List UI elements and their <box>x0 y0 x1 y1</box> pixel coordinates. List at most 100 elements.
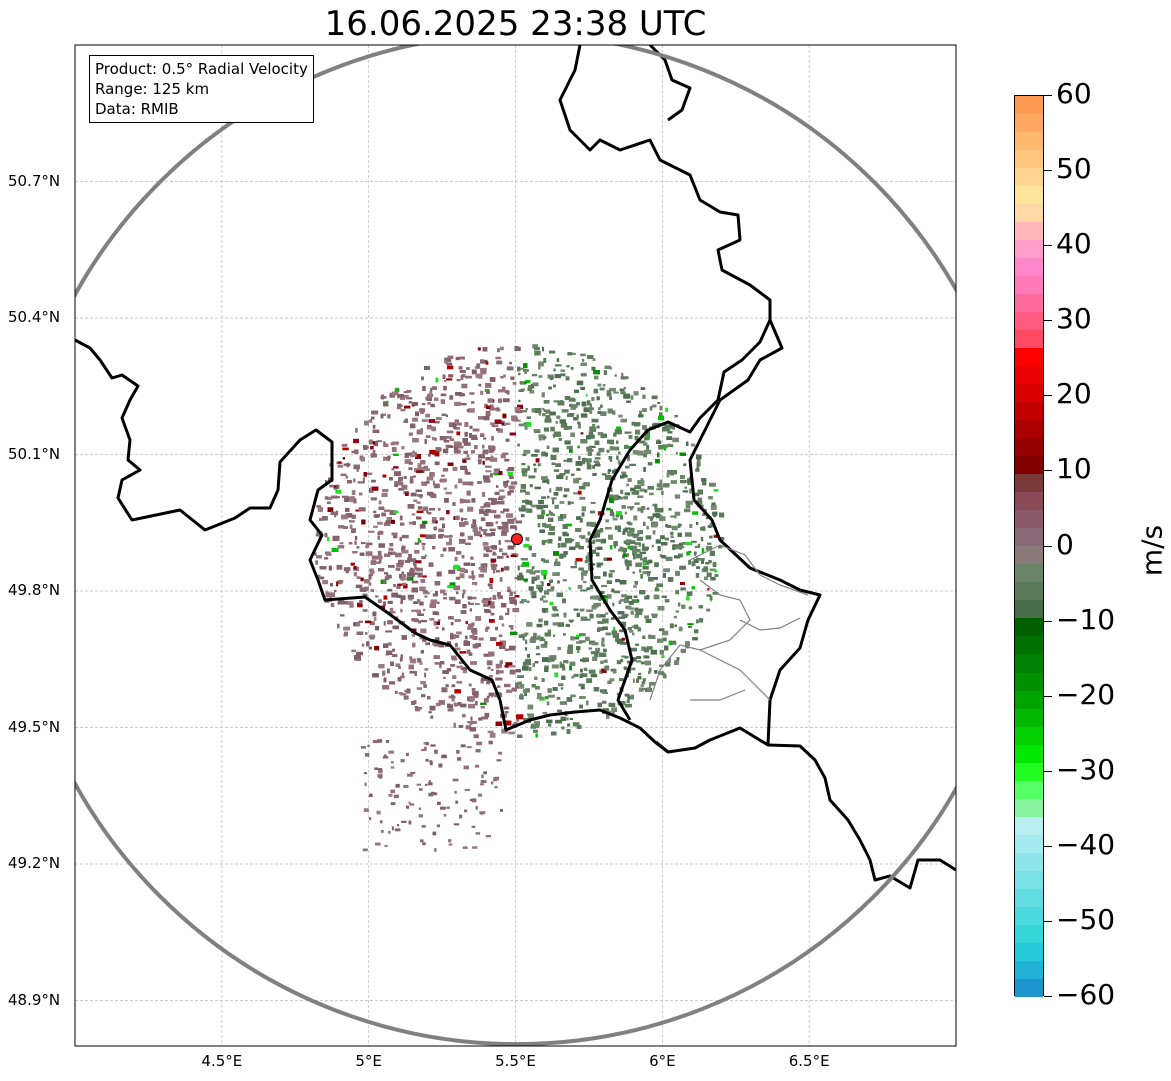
velocity-echo <box>463 569 468 573</box>
velocity-echo <box>431 520 436 524</box>
velocity-echo <box>392 551 396 555</box>
velocity-echo <box>701 526 706 531</box>
velocity-echo <box>469 433 472 438</box>
velocity-echo <box>633 515 638 521</box>
velocity-echo <box>451 694 454 698</box>
velocity-echo <box>456 749 460 754</box>
velocity-echo <box>432 792 438 796</box>
velocity-echo <box>484 403 488 408</box>
velocity-echo <box>470 661 477 665</box>
velocity-echo <box>469 425 473 429</box>
velocity-echo <box>486 390 490 394</box>
radar-site-marker[interactable] <box>510 533 523 546</box>
velocity-echo <box>372 740 379 743</box>
velocity-echo <box>484 712 490 718</box>
velocity-echo <box>393 534 398 539</box>
velocity-echo <box>544 590 550 595</box>
velocity-echo <box>647 434 650 439</box>
velocity-echo <box>667 444 674 447</box>
velocity-echo <box>592 656 598 661</box>
velocity-echo <box>652 530 656 535</box>
velocity-echo <box>554 672 559 677</box>
velocity-echo <box>580 362 587 366</box>
velocity-echo <box>593 370 600 375</box>
velocity-echo <box>453 823 460 826</box>
velocity-echo <box>539 636 544 641</box>
velocity-echo <box>488 600 491 605</box>
velocity-echo <box>543 436 547 439</box>
velocity-echo <box>677 546 685 549</box>
velocity-echo <box>330 511 338 515</box>
velocity-echo <box>473 695 479 698</box>
velocity-echo <box>560 369 565 372</box>
velocity-echo <box>412 417 419 422</box>
velocity-echo <box>460 667 468 670</box>
velocity-echo <box>520 514 525 518</box>
velocity-echo <box>434 461 440 466</box>
velocity-echo <box>324 557 329 560</box>
velocity-echo <box>612 518 618 521</box>
velocity-echo <box>446 436 452 439</box>
velocity-echo <box>657 546 661 551</box>
velocity-echo <box>433 655 440 659</box>
velocity-echo <box>503 481 508 485</box>
velocity-echo <box>426 510 429 513</box>
velocity-echo <box>451 684 456 688</box>
velocity-echo <box>356 468 359 472</box>
velocity-echo <box>576 402 580 406</box>
velocity-echo <box>388 547 391 551</box>
velocity-echo <box>573 608 579 611</box>
velocity-echo <box>529 484 533 488</box>
velocity-echo <box>654 670 658 674</box>
velocity-echo <box>633 554 636 560</box>
velocity-echo <box>622 531 626 535</box>
velocity-echo <box>509 591 513 597</box>
velocity-echo <box>471 628 478 633</box>
velocity-echo <box>633 391 639 396</box>
velocity-echo <box>601 585 608 588</box>
velocity-echo <box>476 363 481 367</box>
velocity-echo <box>517 366 521 372</box>
velocity-echo <box>601 473 607 476</box>
velocity-echo <box>534 351 541 356</box>
velocity-echo <box>649 635 656 639</box>
velocity-echo <box>623 393 631 399</box>
velocity-echo <box>616 660 622 665</box>
velocity-echo <box>428 780 431 783</box>
velocity-echo <box>386 575 392 579</box>
velocity-echo <box>513 544 516 547</box>
velocity-echo <box>542 522 546 528</box>
velocity-echo <box>646 646 653 650</box>
velocity-echo <box>637 530 641 533</box>
velocity-echo <box>378 555 383 560</box>
velocity-echo <box>699 618 704 623</box>
velocity-echo <box>534 676 538 680</box>
velocity-echo <box>659 412 663 416</box>
velocity-echo <box>337 580 343 585</box>
velocity-echo <box>401 484 408 490</box>
velocity-echo <box>578 683 584 687</box>
velocity-echo <box>569 352 576 355</box>
velocity-echo <box>651 523 657 528</box>
velocity-echo <box>534 486 541 490</box>
velocity-echo <box>533 468 537 473</box>
velocity-echo <box>600 591 605 594</box>
velocity-echo <box>641 506 646 510</box>
velocity-echo <box>353 566 357 570</box>
velocity-echo <box>418 807 422 810</box>
velocity-echo <box>347 480 352 484</box>
velocity-echo <box>706 608 711 612</box>
velocity-echo <box>376 440 382 443</box>
velocity-echo <box>432 546 436 550</box>
velocity-echo <box>531 579 535 584</box>
velocity-echo <box>401 545 406 549</box>
velocity-echo <box>543 479 549 483</box>
velocity-echo <box>697 500 703 505</box>
velocity-echo <box>442 523 445 528</box>
velocity-echo <box>471 688 476 693</box>
velocity-echo <box>522 369 529 372</box>
velocity-echo <box>590 434 595 439</box>
velocity-echo <box>519 367 525 370</box>
velocity-echo <box>463 765 469 770</box>
